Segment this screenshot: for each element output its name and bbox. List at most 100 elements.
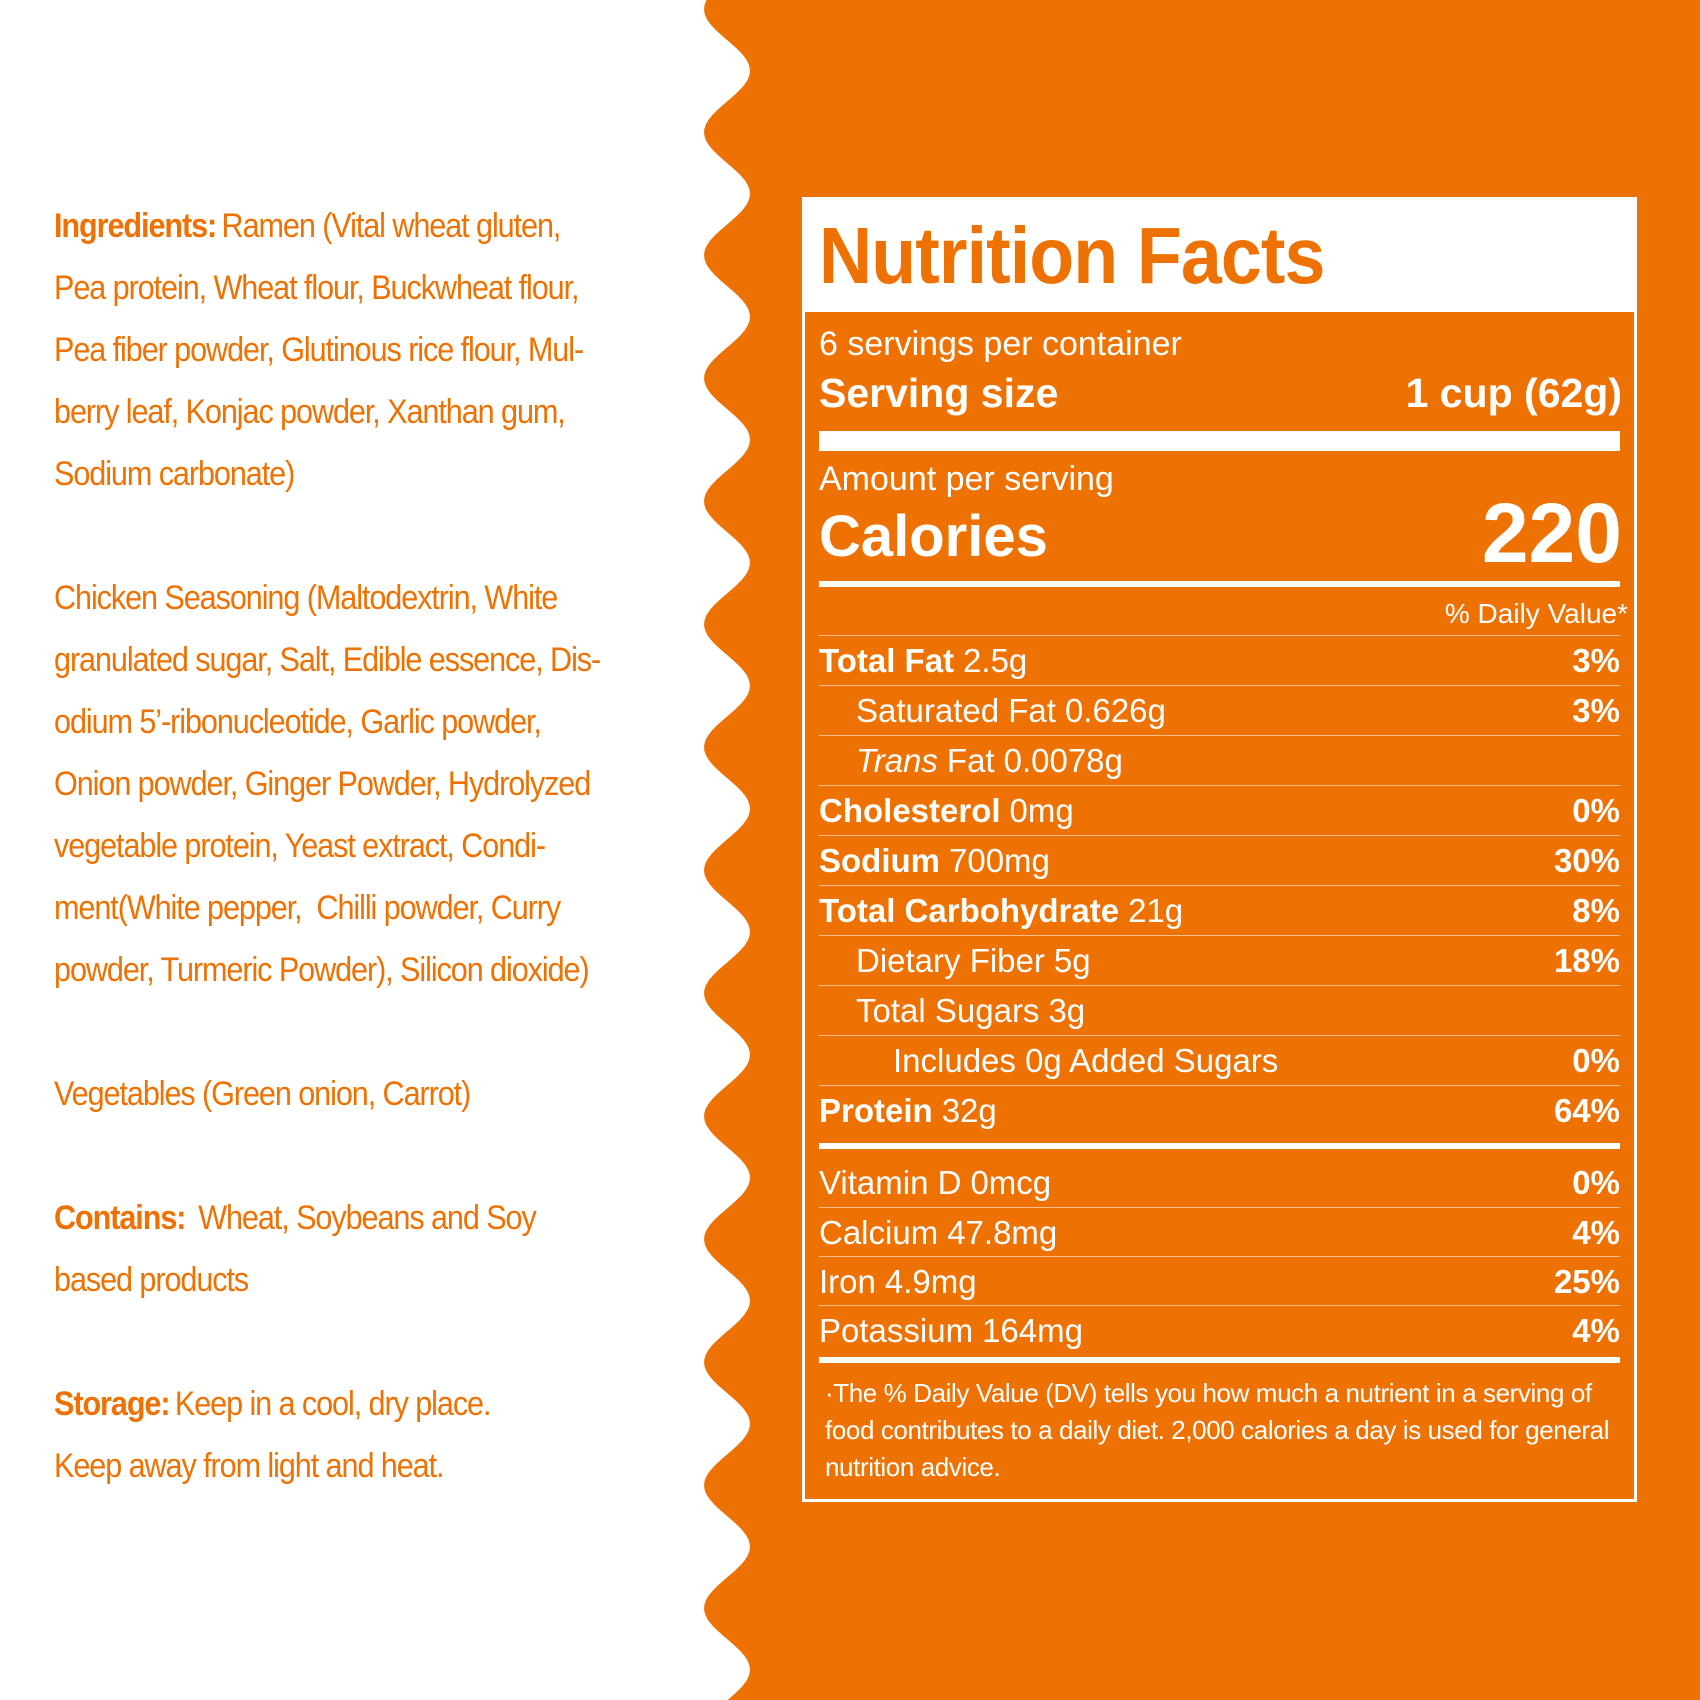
ingredient-line: Pea fiber powder, Glutinous rice flour, … xyxy=(54,319,584,381)
divider xyxy=(819,1357,1620,1363)
daily-value: 0% xyxy=(1572,791,1620,829)
nutrient-row: Iron 4.9mg 25% xyxy=(819,1256,1620,1306)
daily-value: 4% xyxy=(1572,1311,1620,1349)
ingredient-line: Onion powder, Ginger Powder, Hydrolyzed xyxy=(54,753,591,815)
paragraph-label: Contains: xyxy=(54,1199,186,1237)
ingredient-line: granulated sugar, Salt, Edible essence, … xyxy=(54,629,601,691)
nutrient-name: Dietary Fiber xyxy=(856,941,1045,979)
daily-value: 64% xyxy=(1553,1091,1620,1129)
ingredient-line: ment(White pepper, Chilli powder, Curry xyxy=(54,877,561,939)
line-text: berry leaf, Konjac powder, Xanthan gum, xyxy=(54,393,566,431)
nutrient-amount: 164mg xyxy=(982,1311,1083,1349)
ingredient-line: Chicken Seasoning (Maltodextrin, White xyxy=(54,567,558,629)
ingredient-line: Ingredients: Ramen (Vital wheat gluten, xyxy=(54,195,562,257)
daily-value-header: % Daily Value* xyxy=(1444,598,1628,629)
nutrient-row: Includes 0g Added Sugars 0% xyxy=(819,1035,1620,1085)
nutrient-name: Fat xyxy=(946,741,995,779)
serving-size-label: Serving size xyxy=(819,370,1059,416)
nutrient-name: Includes 0g Added Sugars xyxy=(893,1041,1279,1079)
ingredient-line: Vegetables (Green onion, Carrot) xyxy=(54,1063,471,1125)
nutrient-left: Cholesterol 0mg xyxy=(819,792,1074,830)
nutrient-amount: 2.5g xyxy=(963,641,1028,679)
ingredient-line: Sodium carbonate) xyxy=(54,443,295,505)
line-text: based products xyxy=(54,1261,249,1299)
line-text: Keep in a cool, dry place. xyxy=(174,1385,492,1423)
line-text: Pea protein, Wheat flour, Buckwheat flou… xyxy=(54,269,580,307)
line-text: Onion powder, Ginger Powder, Hydrolyzed xyxy=(54,765,591,803)
nutrient-name: Saturated Fat xyxy=(856,691,1056,729)
daily-value: 30% xyxy=(1553,841,1620,879)
nutrient-left: Total Carbohydrate 21g xyxy=(819,892,1183,930)
line-text: Vegetables (Green onion, Carrot) xyxy=(54,1075,471,1113)
line-text: Ramen (Vital wheat gluten, xyxy=(221,207,562,245)
ingredient-line: vegetable protein, Yeast extract, Condi- xyxy=(54,815,546,877)
nutrient-amount: 700mg xyxy=(949,841,1050,879)
ingredient-line: odium 5’-ribonucleotide, Garlic powder, xyxy=(54,691,542,753)
ingredient-line: Keep away from light and heat. xyxy=(54,1435,445,1497)
nutrient-row: Total Fat 2.5g 3% xyxy=(819,635,1620,685)
ingredient-line: Contains: Wheat, Soybeans and Soy xyxy=(54,1187,537,1249)
nutrient-row: Total Sugars 3g xyxy=(819,985,1620,1035)
nutrient-amount: 32g xyxy=(941,1091,997,1129)
divider xyxy=(819,431,1620,451)
title: Nutrition Facts xyxy=(819,211,1325,300)
daily-value: 4% xyxy=(1572,1213,1620,1251)
nutrient-amount: 0.0078g xyxy=(1003,741,1123,779)
ingredient-line: powder, Turmeric Powder), Silicon dioxid… xyxy=(54,939,590,1001)
calories-label: Calories xyxy=(819,504,1048,569)
nutrient-amount: 4.9mg xyxy=(884,1262,977,1300)
nutrient-name: Sodium xyxy=(819,841,940,879)
nutrient-left: Saturated Fat 0.626g xyxy=(819,692,1166,730)
nutrient-name: Vitamin D xyxy=(819,1164,962,1201)
nutrient-left: Protein 32g xyxy=(819,1092,997,1130)
nutrient-row: Dietary Fiber 5g 18% xyxy=(819,935,1620,985)
line-text: vegetable protein, Yeast extract, Condi- xyxy=(54,827,546,865)
daily-value: 3% xyxy=(1572,641,1620,679)
line-text: powder, Turmeric Powder), Silicon dioxid… xyxy=(54,951,590,989)
nutrient-amount: 47.8mg xyxy=(947,1213,1058,1251)
nutrient-row: Total Carbohydrate 21g 8% xyxy=(819,885,1620,935)
servings: 6 servings per container xyxy=(819,325,1182,363)
line-text: Keep away from light and heat. xyxy=(54,1447,445,1485)
line-text: ment(White pepper, Chilli powder, Curry xyxy=(54,889,561,927)
divider xyxy=(819,581,1620,587)
nutrient-left: Trans Fat 0.0078g xyxy=(819,742,1123,780)
nutrient-left: Includes 0g Added Sugars xyxy=(819,1042,1278,1080)
nutrient-left: Dietary Fiber 5g xyxy=(819,942,1091,980)
nutrient-row: Potassium 164mg 4% xyxy=(819,1305,1620,1355)
nutrient-name-italic: Trans xyxy=(856,741,938,779)
daily-value: 3% xyxy=(1572,691,1620,729)
nutrient-row: Calcium 47.8mg 4% xyxy=(819,1207,1620,1257)
nutrient-row: Sodium 700mg 30% xyxy=(819,835,1620,885)
ingredient-line: based products xyxy=(54,1249,249,1311)
nutrient-left: Total Sugars 3g xyxy=(819,992,1085,1030)
daily-value: 8% xyxy=(1572,891,1620,929)
nutrient-left: Sodium 700mg xyxy=(819,842,1050,880)
nutrient-name: Protein xyxy=(819,1091,933,1129)
daily-value: 0% xyxy=(1572,1041,1620,1079)
line-text: Wheat, Soybeans and Soy xyxy=(190,1199,537,1237)
amount-per-serving: Amount per serving xyxy=(819,460,1114,498)
nutrient-amount: 0.626g xyxy=(1064,691,1166,729)
line-text: Sodium carbonate) xyxy=(54,455,295,493)
divider xyxy=(819,1143,1620,1149)
daily-value: 18% xyxy=(1553,941,1620,979)
nutrient-left: Calcium 47.8mg xyxy=(819,1214,1057,1252)
line-text: Pea fiber powder, Glutinous rice flour, … xyxy=(54,331,584,369)
paragraph-label: Ingredients: xyxy=(54,207,217,245)
serving-size-value: 1 cup (62g) xyxy=(1405,370,1622,416)
nutrient-row: Vitamin D 0mcg 0% xyxy=(819,1158,1620,1208)
nutrient-amount: 5g xyxy=(1053,941,1091,979)
nutrient-left: Vitamin D 0mcg xyxy=(819,1164,1051,1202)
nutrition-label: Nutrition Facts 6 servings per container… xyxy=(802,197,1637,1502)
nutrient-row: Saturated Fat 0.626g 3% xyxy=(819,685,1620,735)
nutrient-row: Cholesterol 0mg 0% xyxy=(819,785,1620,835)
daily-value: 25% xyxy=(1553,1262,1620,1300)
line-text: Chicken Seasoning (Maltodextrin, White xyxy=(54,579,558,617)
nutrient-name: Cholesterol xyxy=(819,791,1001,829)
nutrient-name: Total Sugars xyxy=(856,991,1040,1029)
nutrient-amount: 21g xyxy=(1128,891,1184,929)
ingredient-line: Pea protein, Wheat flour, Buckwheat flou… xyxy=(54,257,580,319)
nutrient-left: Total Fat 2.5g xyxy=(819,642,1027,680)
